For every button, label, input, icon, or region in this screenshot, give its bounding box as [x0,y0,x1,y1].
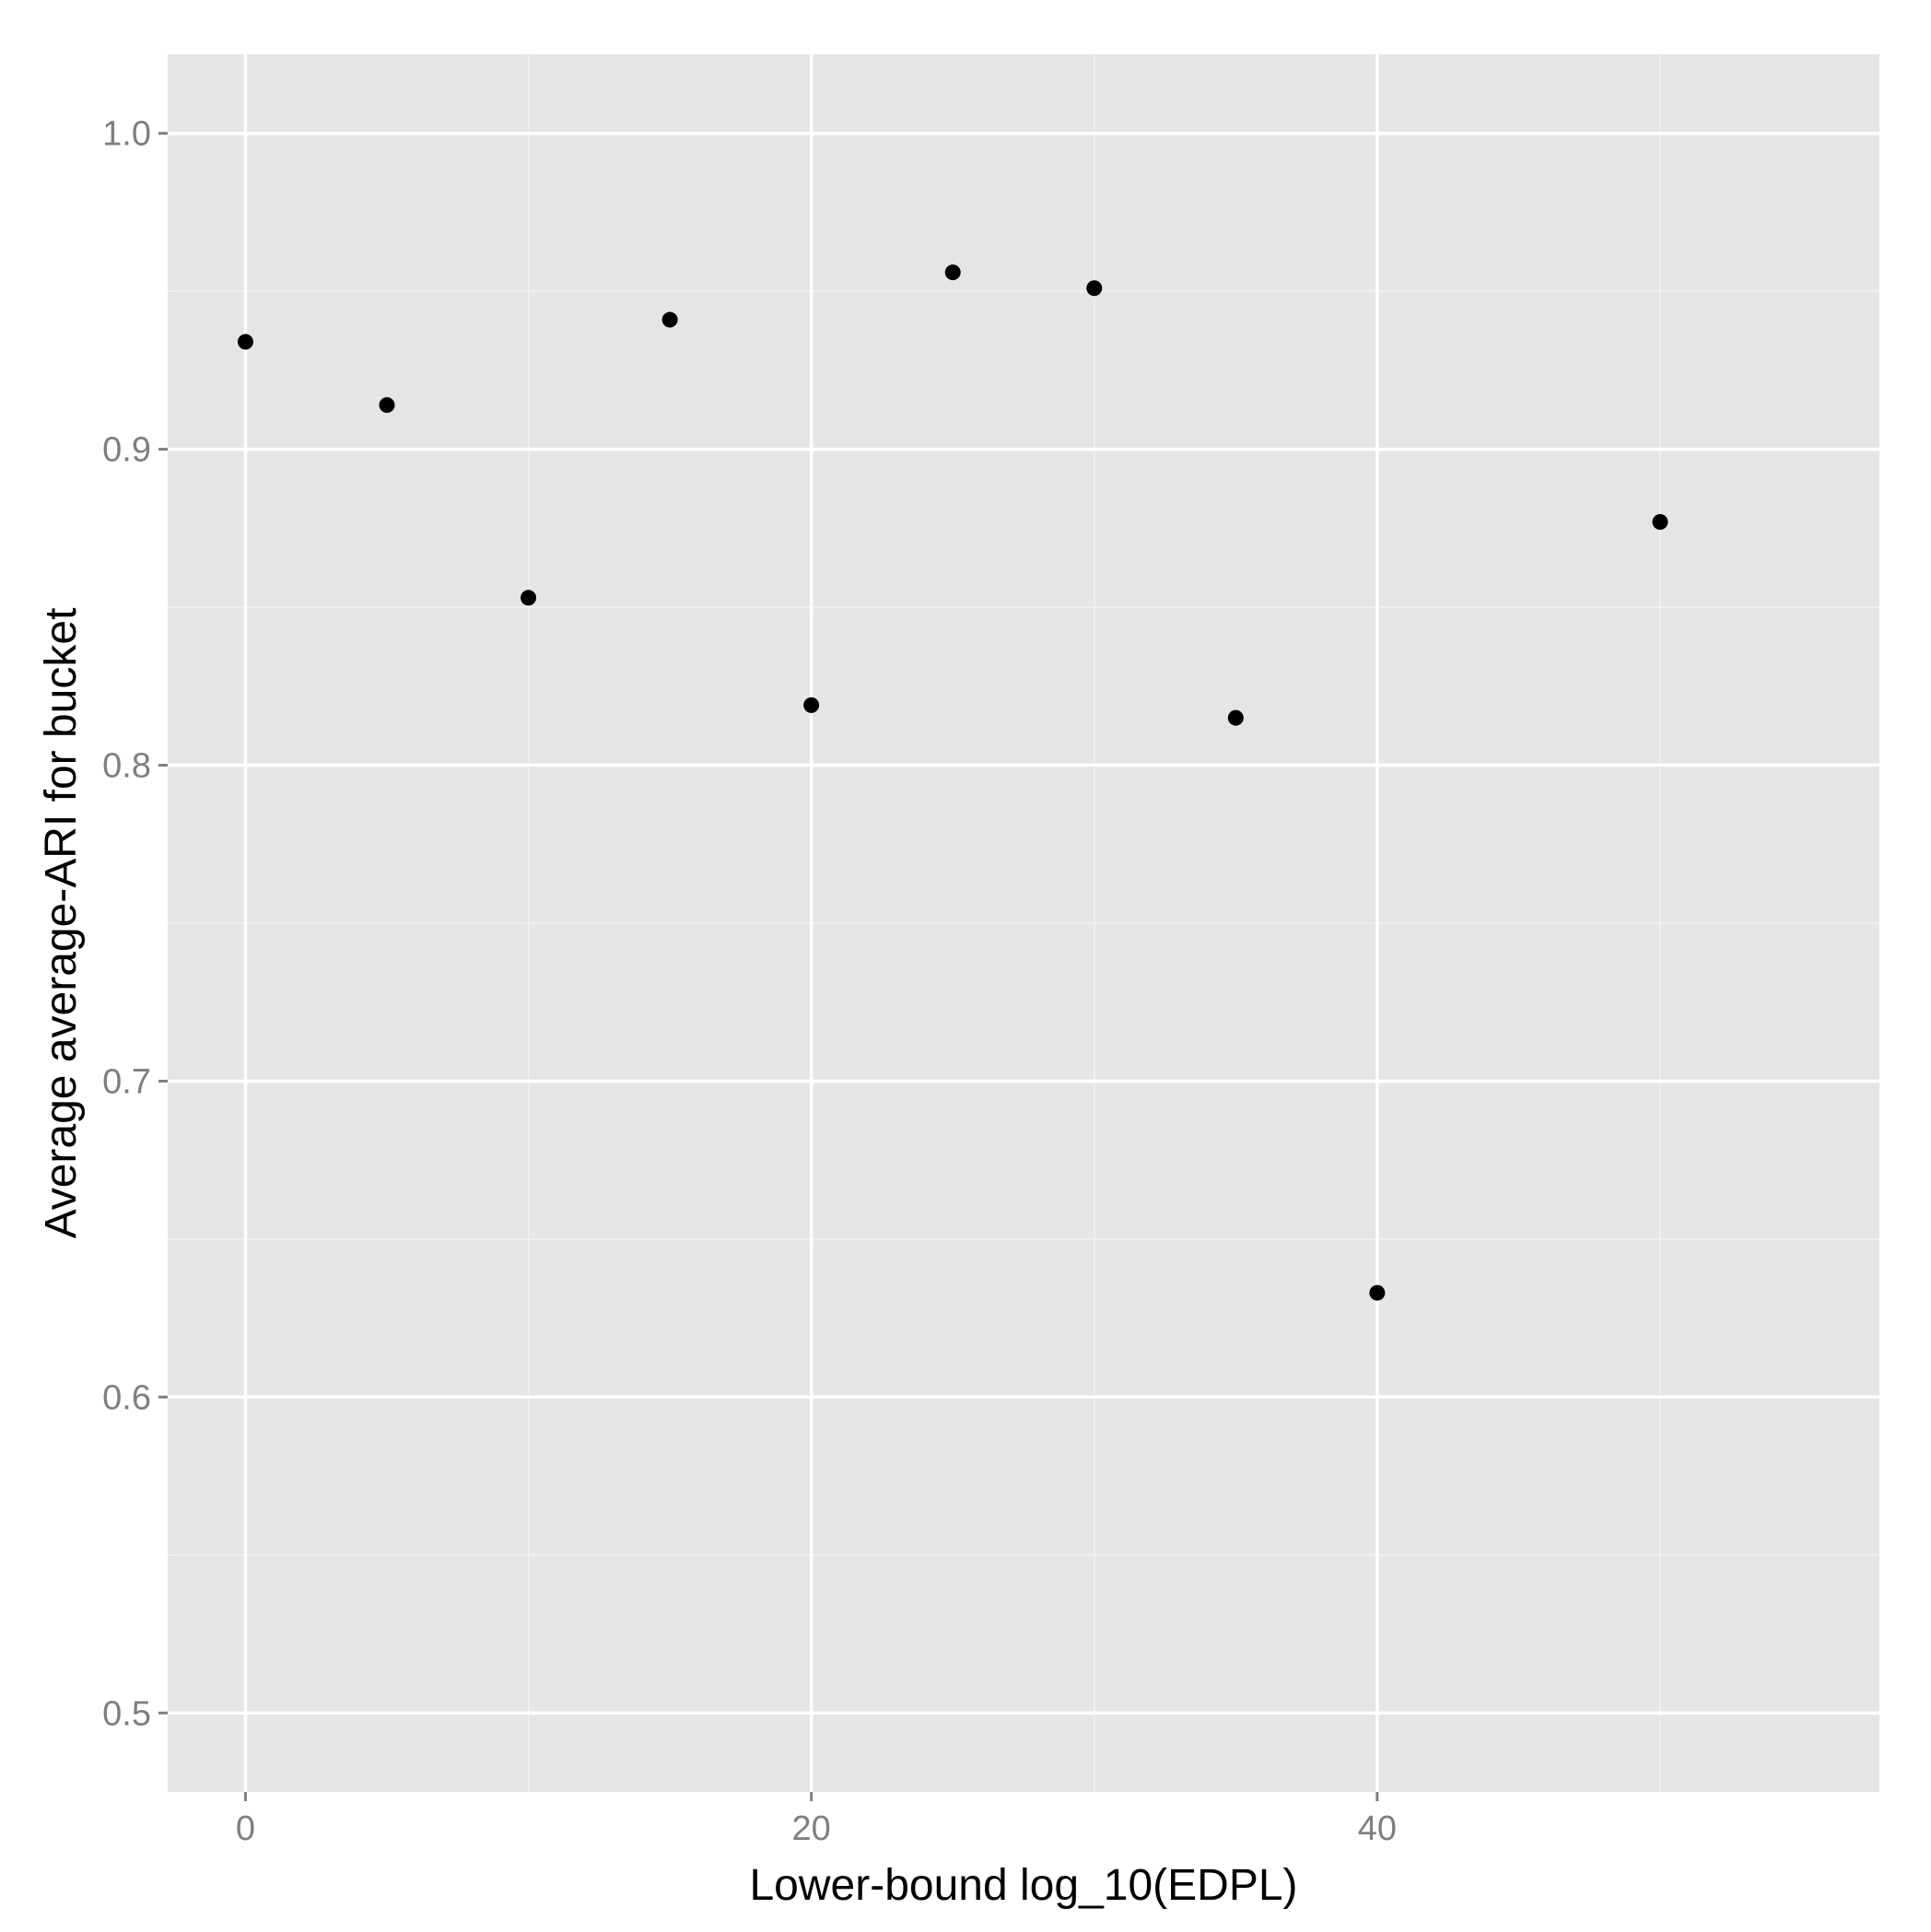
data-point [661,311,678,328]
x-axis: 0 20 40 [236,1792,1397,1848]
y-axis-title: Average average-ARI for bucket [37,608,86,1239]
x-tick-label: 0 [236,1809,255,1848]
data-point [1652,514,1668,531]
data-point [1086,280,1103,297]
y-tick-label: 0.7 [102,1062,151,1101]
data-point [944,264,961,281]
data-point [1227,709,1244,726]
y-tick-label: 0.9 [102,431,151,470]
y-axis: 0.5 0.6 0.7 0.8 0.9 1.0 [102,115,168,1733]
data-point [803,697,820,713]
data-point [237,334,253,350]
y-tick-label: 0.6 [102,1378,151,1417]
y-tick-label: 1.0 [102,115,151,154]
data-point [379,397,395,414]
data-points [237,264,1668,1301]
x-tick-label: 40 [1358,1809,1397,1848]
minor-gridlines [168,54,1879,1792]
data-point [521,590,537,606]
x-axis-title: Lower-bound log_10(EDPL) [749,1861,1297,1910]
x-tick-label: 20 [792,1809,831,1848]
data-point [1369,1284,1386,1301]
y-tick-label: 0.5 [102,1694,151,1733]
y-tick-label: 0.8 [102,747,151,786]
